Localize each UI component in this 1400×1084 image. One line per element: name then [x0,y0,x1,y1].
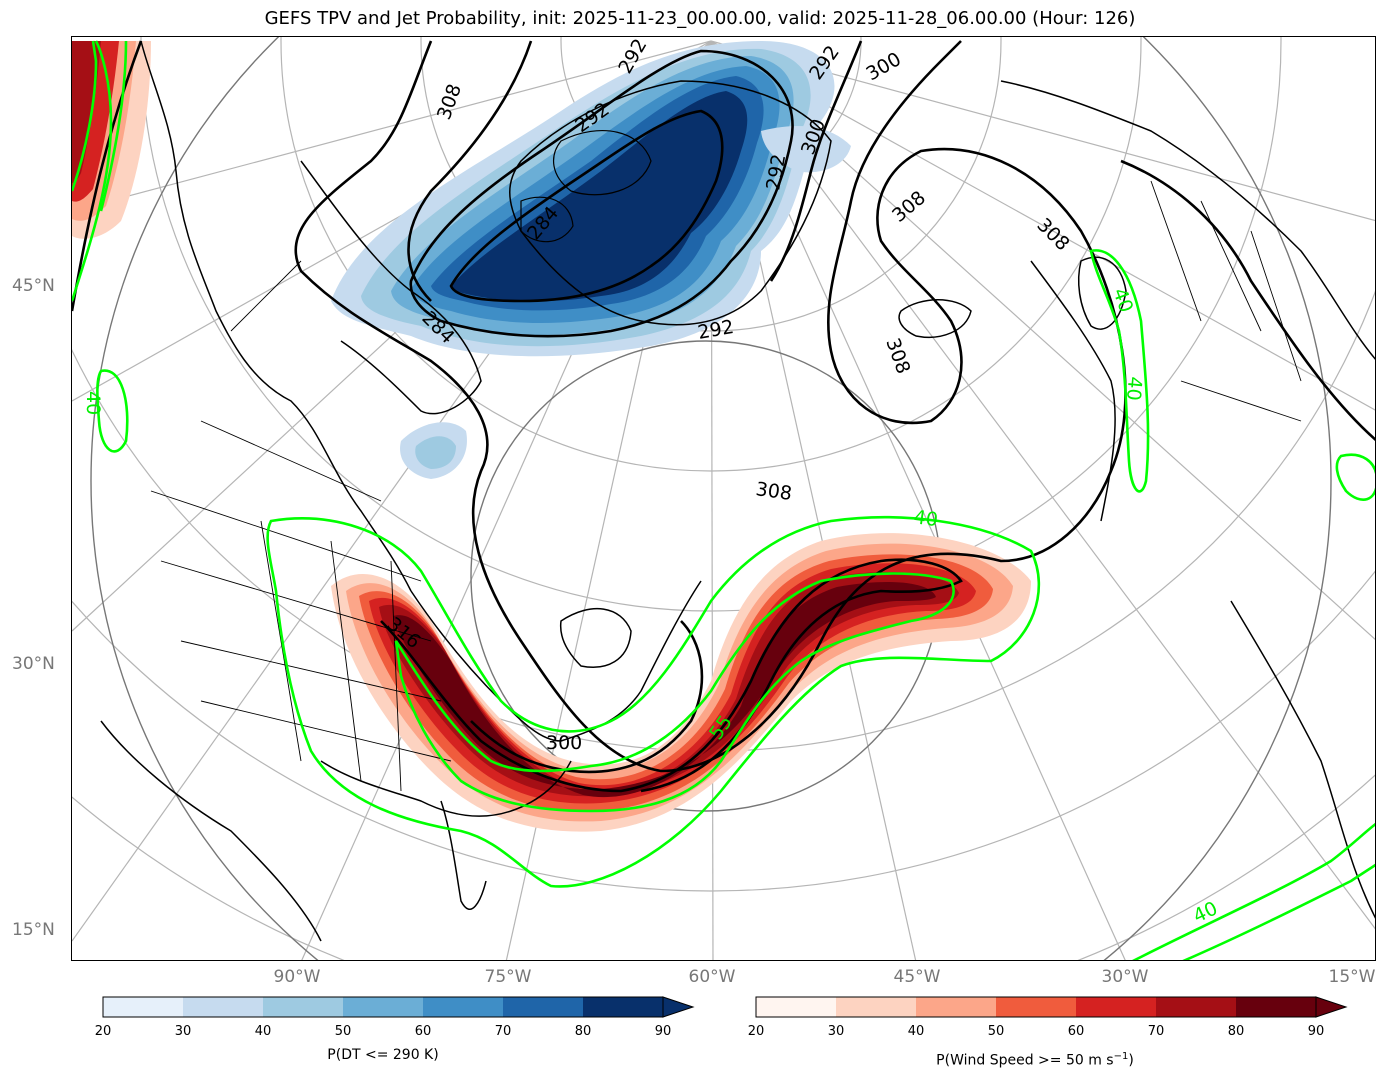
contour-label: 40 [912,506,939,531]
colorbar-wind-swatch [916,997,997,1017]
lat-label: 15°N [12,920,55,940]
colorbar-tpv-tick-label: 70 [494,1024,512,1039]
lon-label: 60°W [688,967,736,987]
colorbar-tpv-swatch [583,997,664,1017]
colorbar-tpv-swatch [343,997,424,1017]
map-title: GEFS TPV and Jet Probability, init: 2025… [264,8,1136,29]
contour-label: 308 [888,187,930,227]
colorbar-tpv-swatch [263,997,344,1017]
colorbar-wind [755,996,1348,1018]
contour-label: 300 [546,732,582,754]
colorbar-wind-swatch [996,997,1077,1017]
colorbar-wind-swatch [1236,997,1317,1017]
colorbar-wind-tick-label: 70 [1147,1024,1165,1039]
tpv-probability-fill [331,41,851,479]
colorbar-wind-tick-label: 40 [907,1024,925,1039]
theta-contours [72,40,1375,793]
colorbar-wind-label: P(Wind Speed >= 50 m s−1) [936,1051,1134,1069]
contour-label: 308 [881,335,914,377]
colorbar-tpv-swatch [423,997,504,1017]
colorbar-tpv-tick-label: 90 [654,1024,672,1039]
wind-contours [72,40,1375,960]
colorbar-wind-tick-label: 90 [1307,1024,1325,1039]
colorbar-tpv-swatch [183,997,264,1017]
colorbar-tpv-swatch [503,997,584,1017]
contour-label: 308 [1032,214,1073,255]
colorbar-tpv-tick-label: 40 [254,1024,272,1039]
map-panel: 292 292 292 300 300 292 308 308 308 284 … [71,36,1376,961]
lon-label: 30°W [1101,967,1149,987]
colorbar-wind-swatch [1076,997,1157,1017]
lon-label: 45°W [893,967,941,987]
colorbar-tpv-tick-label: 80 [574,1024,592,1039]
map-canvas: 292 292 292 300 300 292 308 308 308 284 … [72,37,1375,960]
colorbar-tpv-swatch [103,997,184,1017]
lat-label: 45°N [12,276,55,296]
colorbar-tpv-tick-label: 20 [94,1024,112,1039]
colorbar-wind-tick-label: 30 [827,1024,845,1039]
colorbar-wind-tick-label: 50 [987,1024,1005,1039]
lon-label: 75°W [484,967,532,987]
colorbar-tpv-tick-label: 60 [414,1024,432,1039]
contour-label: 40 [1122,376,1146,402]
colorbar-tpv-border [102,996,664,1018]
contour-label: 300 [863,48,905,85]
colorbar-tpv-extend-arrow [662,996,695,1018]
lon-label: 90°W [273,967,321,987]
colorbar-tpv-tick-label: 30 [174,1024,192,1039]
contour-label: 40 [1190,897,1221,927]
colorbar-wind-swatch [836,997,917,1017]
contour-label: 40 [82,391,104,415]
lat-label: 30°N [12,654,55,674]
colorbar-tpv-tick-label: 50 [334,1024,352,1039]
colorbar-wind-extend-arrow [1315,996,1348,1018]
colorbar-wind-border [755,996,1317,1018]
colorbar-tpv-label: P(DT <= 290 K) [327,1047,439,1063]
colorbar-wind-tick-label: 60 [1067,1024,1085,1039]
colorbar-wind-tick-label: 20 [747,1024,765,1039]
lon-label: 15°W [1328,967,1376,987]
colorbar-wind-swatch [756,997,837,1017]
colorbar-wind-swatch [1156,997,1237,1017]
contour-label: 308 [754,478,793,505]
contour-label: 308 [433,81,466,123]
colorbar-tpv [102,996,695,1018]
colorbar-wind-tick-label: 80 [1227,1024,1245,1039]
wind-contour-labels: 40 40 40 40 40 55 [82,285,1221,927]
